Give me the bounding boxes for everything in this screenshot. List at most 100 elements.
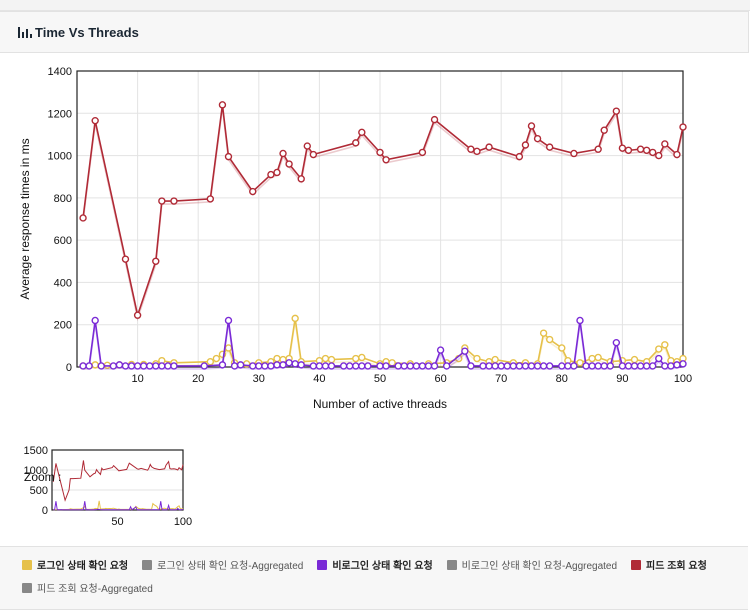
- data-point[interactable]: [376, 148, 384, 157]
- data-point[interactable]: [364, 362, 372, 370]
- data-point[interactable]: [206, 358, 215, 366]
- data-point[interactable]: [358, 353, 366, 362]
- data-point[interactable]: [558, 362, 566, 370]
- data-point[interactable]: [121, 255, 130, 263]
- data-point[interactable]: [606, 362, 614, 370]
- legend-item[interactable]: 비로그인 상태 확인 요청: [317, 557, 433, 572]
- data-point[interactable]: [321, 354, 330, 363]
- data-point[interactable]: [376, 362, 384, 370]
- data-point[interactable]: [249, 362, 257, 370]
- data-point[interactable]: [642, 146, 651, 154]
- data-point[interactable]: [152, 362, 160, 370]
- data-point[interactable]: [491, 355, 499, 364]
- data-point[interactable]: [406, 362, 414, 370]
- data-point[interactable]: [230, 362, 239, 370]
- data-point[interactable]: [630, 355, 639, 364]
- data-point[interactable]: [152, 257, 160, 265]
- data-point[interactable]: [382, 156, 390, 164]
- data-point[interactable]: [315, 362, 324, 370]
- data-point[interactable]: [91, 316, 99, 325]
- data-point[interactable]: [121, 362, 130, 370]
- legend-item[interactable]: 비로그인 상태 확인 요청-Aggregated: [446, 557, 617, 572]
- data-point[interactable]: [267, 170, 275, 179]
- data-point[interactable]: [594, 353, 602, 362]
- data-point[interactable]: [630, 362, 639, 370]
- data-point[interactable]: [382, 362, 390, 370]
- data-point[interactable]: [212, 354, 221, 363]
- data-point[interactable]: [600, 126, 608, 134]
- data-point[interactable]: [497, 362, 505, 370]
- data-point[interactable]: [327, 355, 336, 364]
- data-point[interactable]: [655, 151, 663, 160]
- data-point[interactable]: [509, 362, 518, 370]
- data-point[interactable]: [539, 329, 548, 337]
- data-point[interactable]: [388, 359, 396, 367]
- data-point[interactable]: [249, 187, 257, 196]
- data-point[interactable]: [218, 101, 227, 109]
- data-point[interactable]: [85, 362, 93, 370]
- data-point[interactable]: [164, 362, 172, 370]
- data-point[interactable]: [418, 148, 427, 157]
- data-point[interactable]: [109, 362, 118, 370]
- data-point[interactable]: [291, 314, 299, 323]
- data-point[interactable]: [200, 362, 208, 370]
- data-point[interactable]: [97, 362, 105, 370]
- data-point[interactable]: [636, 362, 645, 370]
- data-point[interactable]: [479, 362, 487, 370]
- data-point[interactable]: [564, 362, 572, 370]
- data-point[interactable]: [158, 197, 166, 205]
- data-point[interactable]: [467, 145, 475, 153]
- data-point[interactable]: [297, 361, 305, 369]
- data-point[interactable]: [624, 146, 633, 154]
- data-point[interactable]: [352, 139, 360, 147]
- data-point[interactable]: [673, 361, 681, 369]
- data-point[interactable]: [79, 214, 87, 222]
- data-point[interactable]: [279, 149, 287, 158]
- data-point[interactable]: [346, 362, 354, 370]
- data-point[interactable]: [533, 134, 542, 143]
- data-point[interactable]: [430, 362, 439, 370]
- zoom-selector[interactable]: [52, 450, 183, 510]
- data-point[interactable]: [576, 359, 584, 367]
- data-point[interactable]: [255, 362, 263, 370]
- data-point[interactable]: [612, 338, 621, 347]
- data-point[interactable]: [527, 362, 536, 370]
- data-point[interactable]: [649, 148, 657, 157]
- data-point[interactable]: [491, 362, 499, 370]
- data-point[interactable]: [624, 362, 633, 370]
- data-point[interactable]: [545, 335, 554, 344]
- data-point[interactable]: [352, 354, 360, 363]
- legend-item[interactable]: 피드 조회 요청-Aggregated: [22, 580, 153, 595]
- data-point[interactable]: [400, 362, 408, 370]
- data-point[interactable]: [667, 362, 675, 370]
- data-point[interactable]: [521, 362, 530, 370]
- data-point[interactable]: [273, 168, 281, 177]
- data-point[interactable]: [170, 197, 178, 205]
- data-point[interactable]: [515, 362, 524, 370]
- data-point[interactable]: [139, 362, 148, 370]
- data-point[interactable]: [545, 362, 554, 370]
- data-point[interactable]: [273, 354, 281, 363]
- data-point[interactable]: [418, 362, 427, 370]
- data-point[interactable]: [133, 311, 142, 319]
- data-point[interactable]: [521, 141, 530, 149]
- data-point[interactable]: [224, 152, 233, 161]
- data-point[interactable]: [618, 362, 627, 370]
- data-point[interactable]: [412, 362, 421, 370]
- data-point[interactable]: [352, 362, 360, 370]
- data-point[interactable]: [515, 152, 524, 161]
- data-point[interactable]: [485, 143, 493, 151]
- data-point[interactable]: [309, 150, 318, 159]
- data-point[interactable]: [485, 362, 493, 370]
- data-point[interactable]: [679, 360, 687, 368]
- legend-item[interactable]: 로그인 상태 확인 요청: [22, 557, 128, 572]
- data-point[interactable]: [115, 361, 124, 369]
- data-point[interactable]: [649, 362, 657, 370]
- data-point[interactable]: [588, 362, 596, 370]
- data-point[interactable]: [321, 362, 330, 370]
- data-point[interactable]: [576, 316, 584, 325]
- data-point[interactable]: [679, 123, 687, 131]
- data-point[interactable]: [236, 361, 245, 369]
- data-point[interactable]: [267, 362, 275, 370]
- data-point[interactable]: [655, 354, 663, 363]
